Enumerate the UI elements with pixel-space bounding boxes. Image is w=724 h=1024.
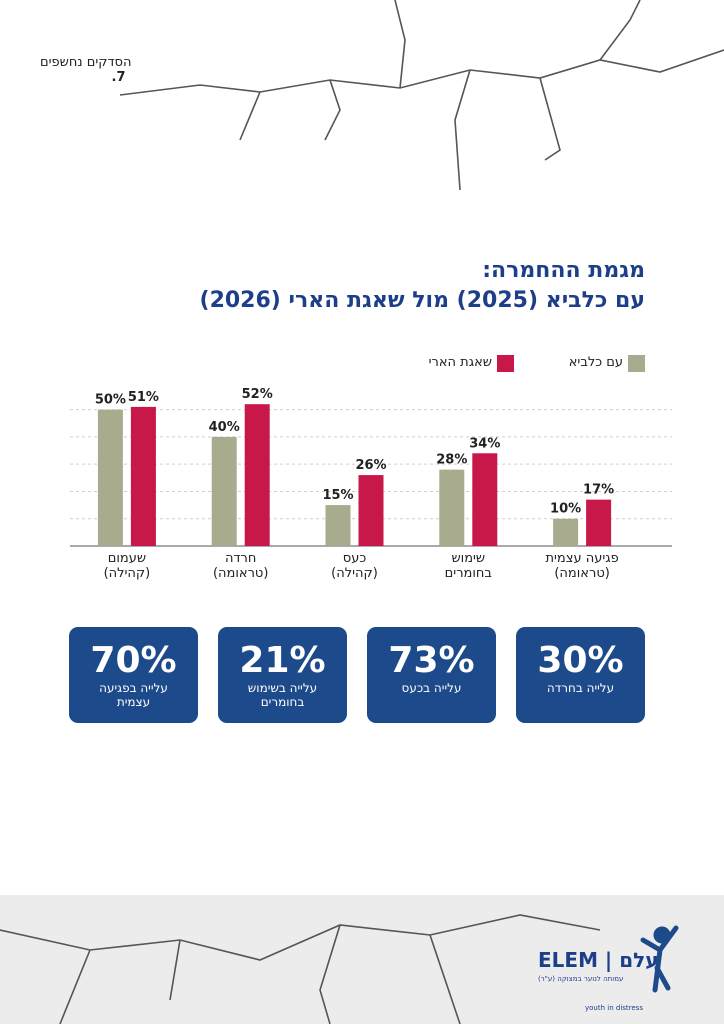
stat-label: עלייה בפגיעה עצמית — [99, 681, 168, 709]
value-label: 51% — [128, 390, 159, 405]
x-tick-label: כעס (קהילה) — [331, 551, 378, 581]
footer-band — [0, 895, 724, 1024]
x-tick-label: שעמום (קהילה) — [103, 551, 151, 581]
stat-card: 70% עלייה בפגיעה עצמית — [69, 627, 198, 723]
value-label: 40% — [209, 420, 240, 435]
stat-card: 21% עלייה בשימוש בחומרים — [218, 627, 347, 723]
legend-label: שאגת הארי — [428, 355, 492, 370]
header: הסדקים נחשפים 7. — [40, 40, 131, 85]
stat-value: 30% — [537, 640, 624, 681]
value-label: 28% — [436, 453, 467, 468]
logo-tagline: youth in distress — [585, 1004, 643, 1012]
bar — [472, 453, 498, 546]
x-tick-label: חרדה (טראומה) — [212, 551, 269, 581]
stat-value: 21% — [239, 640, 326, 681]
page-number: 7. — [111, 70, 126, 85]
stat-label: עלייה בחרדה — [546, 681, 615, 695]
bar — [97, 409, 123, 546]
bar — [325, 505, 351, 546]
value-label: 50% — [95, 393, 126, 408]
value-label: 15% — [322, 488, 353, 503]
value-label: 52% — [242, 387, 273, 402]
value-label: 26% — [355, 458, 386, 473]
value-label: 17% — [583, 483, 614, 498]
stat-label: עלייה בשימוש בחומרים — [247, 681, 318, 709]
bar — [211, 436, 237, 546]
bar — [553, 518, 579, 546]
stat-value: 73% — [388, 640, 475, 681]
legend-swatch — [628, 355, 645, 372]
legend-swatch — [497, 355, 514, 372]
logo-name: ELEM | עלם — [538, 948, 659, 972]
bar — [244, 404, 270, 546]
value-label: 34% — [469, 436, 500, 451]
legend-label: עם כלביא — [568, 355, 623, 370]
chart-title: מגמת ההחמרה: עם כלביא (2025) מול שאגת הא… — [199, 258, 646, 313]
value-label: 10% — [550, 502, 581, 517]
x-tick-label: פגיעה עצמית (טראומה) — [545, 551, 619, 581]
bar — [358, 475, 384, 546]
stat-label: עלייה בכעס — [401, 681, 462, 695]
section-name: הסדקים נחשפים — [40, 55, 132, 70]
stat-card: 73% עלייה בכעס — [367, 627, 496, 723]
stat-value: 70% — [90, 640, 177, 681]
bar — [586, 499, 612, 546]
stat-card: 30% עלייה בחרדה — [516, 627, 645, 723]
bar — [130, 406, 156, 546]
x-tick-label: שימוש בחומרים — [444, 551, 492, 581]
logo-subtitle: עמותה לנוער במצוקה (ע"ר) — [538, 975, 624, 983]
bar — [439, 469, 465, 546]
